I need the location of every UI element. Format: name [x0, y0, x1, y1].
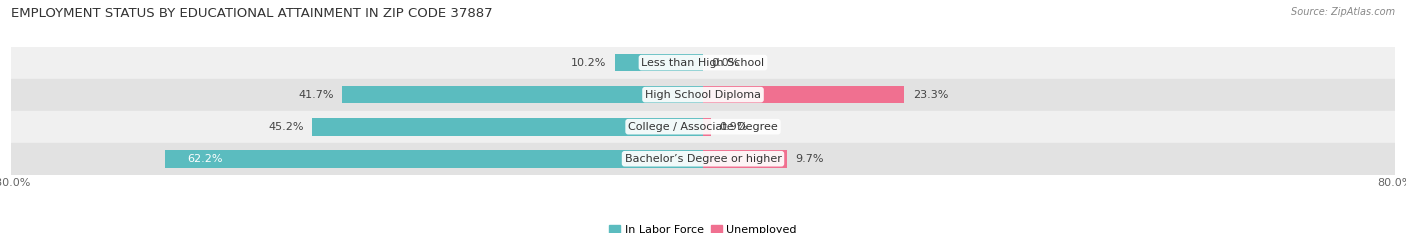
Bar — [11, 111, 1395, 143]
Text: 45.2%: 45.2% — [269, 122, 304, 132]
Text: 10.2%: 10.2% — [571, 58, 606, 68]
Text: High School Diploma: High School Diploma — [645, 90, 761, 100]
Text: EMPLOYMENT STATUS BY EDUCATIONAL ATTAINMENT IN ZIP CODE 37887: EMPLOYMENT STATUS BY EDUCATIONAL ATTAINM… — [11, 7, 494, 20]
Text: 41.7%: 41.7% — [298, 90, 333, 100]
Bar — [312, 118, 703, 136]
Bar — [11, 79, 1395, 111]
Legend: In Labor Force, Unemployed: In Labor Force, Unemployed — [605, 221, 801, 233]
Bar — [343, 86, 703, 103]
Bar — [11, 47, 1395, 79]
Text: 0.0%: 0.0% — [711, 58, 740, 68]
Bar — [11, 143, 1395, 175]
Text: 0.9%: 0.9% — [720, 122, 748, 132]
Text: Source: ZipAtlas.com: Source: ZipAtlas.com — [1291, 7, 1395, 17]
Text: 9.7%: 9.7% — [796, 154, 824, 164]
Text: Bachelor’s Degree or higher: Bachelor’s Degree or higher — [624, 154, 782, 164]
Text: 62.2%: 62.2% — [187, 154, 222, 164]
Text: College / Associate Degree: College / Associate Degree — [628, 122, 778, 132]
Bar — [703, 150, 787, 168]
Bar — [165, 150, 703, 168]
Bar — [703, 86, 904, 103]
Bar — [614, 54, 703, 72]
Bar — [703, 118, 711, 136]
Text: Less than High School: Less than High School — [641, 58, 765, 68]
Text: 23.3%: 23.3% — [912, 90, 949, 100]
